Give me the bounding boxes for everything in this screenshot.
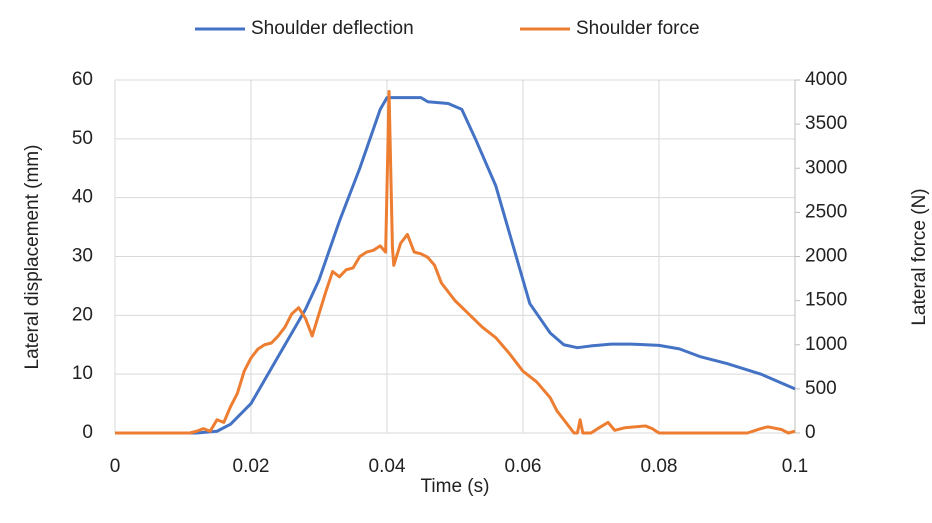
y2-tick-label: 1500	[805, 290, 847, 311]
y-tick-label: 50	[72, 128, 93, 149]
y-tick-label: 20	[72, 304, 93, 325]
y-tick-label: 30	[72, 246, 93, 267]
y2-tick-label: 2000	[805, 246, 847, 267]
x-axis-label: Time (s)	[421, 476, 490, 497]
y2-tick-label: 500	[805, 378, 837, 399]
y2-tick-label: 3000	[805, 157, 847, 178]
legend-label: Shoulder deflection	[251, 18, 414, 39]
x-tick-label: 0.02	[233, 456, 270, 477]
y-axis-label: Lateral displacement (mm)	[22, 145, 43, 370]
data-line	[115, 96, 796, 435]
y2-axis-label: Lateral force (N)	[909, 188, 930, 325]
x-tick-label: 0.04	[369, 456, 406, 477]
data-line	[115, 89, 796, 435]
x-tick-label: 0.08	[641, 456, 678, 477]
y-tick-label: 0	[82, 422, 93, 443]
y2-tick-label: 4000	[805, 69, 847, 90]
x-tick-label: 0	[110, 456, 121, 477]
x-tick-label: 0.1	[782, 456, 808, 477]
y-tick-label: 40	[72, 187, 93, 208]
legend-label: Shoulder force	[576, 18, 700, 39]
y-tick-label: 60	[72, 69, 93, 90]
y2-tick-label: 2500	[805, 201, 847, 222]
x-tick-label: 0.06	[505, 456, 542, 477]
y-tick-label: 10	[72, 363, 93, 384]
y2-tick-label: 1000	[805, 334, 847, 355]
y2-tick-label: 3500	[805, 113, 847, 134]
y2-tick-label: 0	[805, 422, 816, 443]
